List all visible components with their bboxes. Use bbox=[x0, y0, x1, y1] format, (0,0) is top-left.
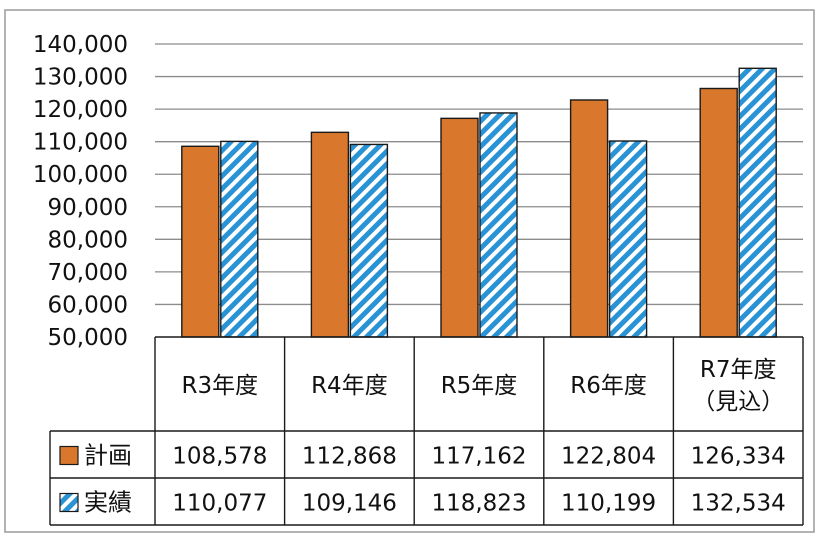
y-tick-label: 60,000 bbox=[48, 292, 128, 318]
table-value-cell: 110,199 bbox=[561, 491, 656, 517]
table-value-cell: 118,823 bbox=[431, 491, 526, 517]
bar-actual bbox=[220, 140, 259, 338]
table-value-cell: 117,162 bbox=[431, 444, 526, 470]
table-value-cell: 126,334 bbox=[691, 444, 786, 470]
y-tick-label: 90,000 bbox=[48, 195, 128, 221]
category-label: R3年度 bbox=[181, 373, 258, 399]
legend-swatch-actual bbox=[59, 492, 79, 513]
bar-plan bbox=[699, 87, 738, 338]
bar-actual bbox=[738, 67, 777, 338]
table-value-cell: 132,534 bbox=[691, 491, 786, 517]
y-tick-label: 80,000 bbox=[48, 227, 128, 253]
bar-plan bbox=[440, 117, 479, 338]
legend-series-name: 実績 bbox=[84, 489, 132, 517]
y-tick-label: 140,000 bbox=[33, 32, 128, 58]
table-value-cell: 109,146 bbox=[302, 491, 397, 517]
y-tick-label: 50,000 bbox=[48, 325, 128, 351]
category-label: R5年度 bbox=[441, 373, 518, 399]
legend-series-name: 計画 bbox=[84, 442, 132, 470]
y-tick-label: 100,000 bbox=[33, 162, 128, 188]
bar-actual bbox=[349, 143, 389, 338]
category-label: （見込） bbox=[692, 389, 784, 415]
y-tick-label: 130,000 bbox=[33, 65, 128, 91]
y-tick-label: 70,000 bbox=[48, 260, 128, 286]
bar-actual bbox=[479, 112, 518, 338]
category-label: R7年度 bbox=[700, 357, 777, 383]
bar-plan bbox=[569, 99, 609, 338]
table-value-cell: 112,868 bbox=[302, 444, 397, 470]
table-value-cell: 108,578 bbox=[172, 444, 267, 470]
category-label: R4年度 bbox=[311, 373, 388, 399]
bar-actual bbox=[608, 140, 648, 338]
chart-outer-border bbox=[4, 9, 815, 533]
bar-plan bbox=[181, 145, 220, 338]
table-value-cell: 122,804 bbox=[561, 444, 656, 470]
table-value-cell: 110,077 bbox=[172, 491, 267, 517]
bar-plan bbox=[310, 131, 350, 338]
legend-swatch-plan bbox=[59, 445, 79, 466]
y-tick-label: 120,000 bbox=[33, 97, 128, 123]
category-label: R6年度 bbox=[570, 373, 647, 399]
y-tick-label: 110,000 bbox=[33, 130, 128, 156]
